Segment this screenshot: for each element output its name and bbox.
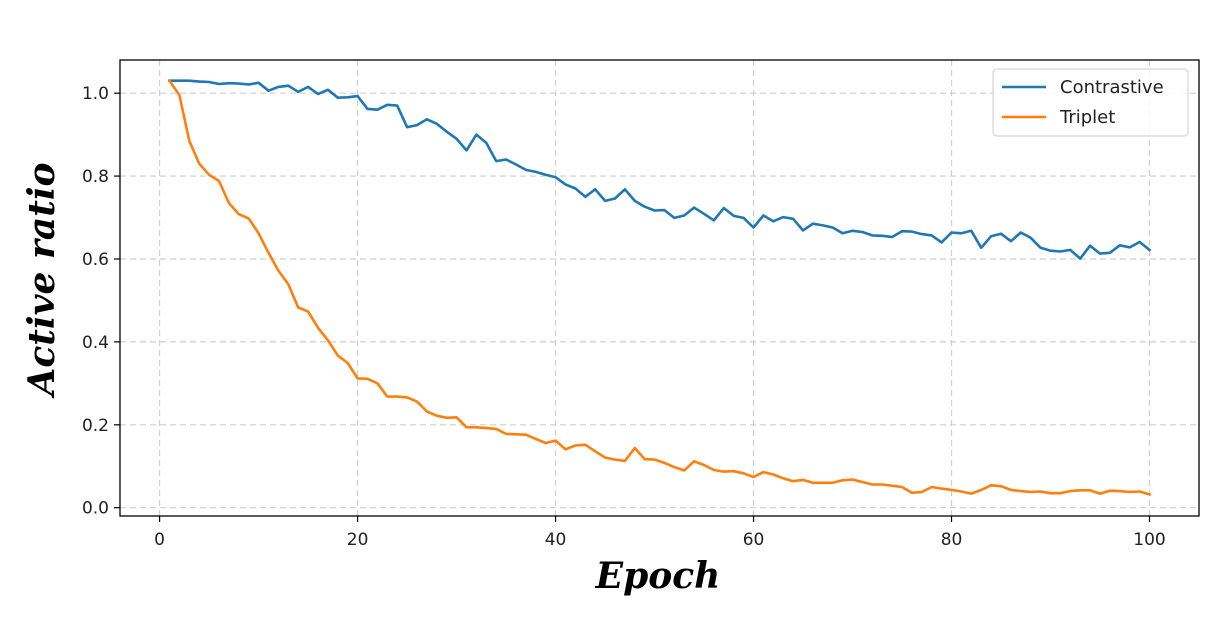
x-tick-label: 20	[347, 530, 369, 550]
axis-ticks: 0 20 40 60 80 100 0.0 0.2 0.4 0.6 0.8 1.0	[82, 84, 1166, 550]
series-line-triplet	[167, 78, 1152, 497]
y-tick-label: 0.2	[82, 416, 109, 436]
series-line-contrastive	[168, 79, 1152, 260]
y-tick-label: 0.4	[82, 333, 109, 353]
x-tick-label: 0	[154, 530, 165, 550]
legend: Contrastive Triplet	[992, 68, 1189, 137]
y-axis-title: Active ratio	[21, 162, 63, 398]
legend-label-contrastive: Contrastive	[1060, 77, 1164, 98]
x-tick-label: 40	[545, 530, 567, 550]
series-lines	[167, 78, 1152, 497]
x-axis-title: Epoch	[595, 555, 721, 597]
y-tick-label: 0.6	[82, 250, 109, 270]
x-tick-label: 80	[941, 530, 963, 550]
legend-label-triplet: Triplet	[1059, 107, 1115, 128]
y-tick-label: 0.0	[82, 499, 109, 519]
y-tick-label: 0.8	[82, 167, 109, 187]
x-tick-label: 60	[743, 530, 765, 550]
x-tick-label: 100	[1133, 530, 1165, 550]
y-tick-label: 1.0	[82, 84, 109, 104]
plot-frame	[119, 59, 1200, 517]
